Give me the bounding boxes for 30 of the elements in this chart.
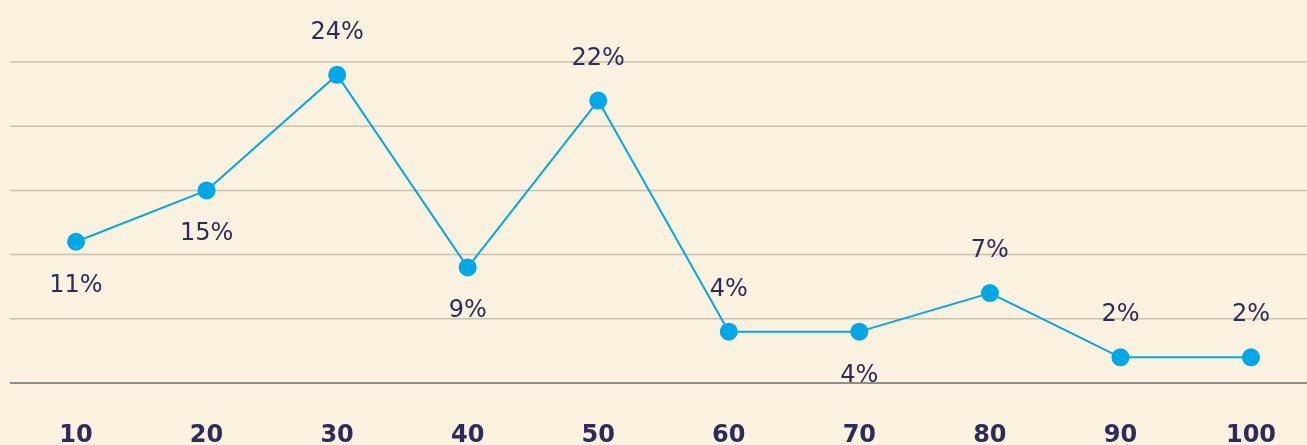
x-tick-label: 60 xyxy=(712,420,746,445)
data-label: 24% xyxy=(310,16,364,45)
data-label: 4% xyxy=(840,359,879,388)
x-tick-label: 20 xyxy=(189,420,224,445)
data-label: 4% xyxy=(709,273,748,302)
point xyxy=(850,322,869,341)
data-label: 2% xyxy=(1231,299,1271,328)
x-tick-label: 100 xyxy=(1225,420,1277,445)
point xyxy=(458,258,477,277)
point xyxy=(67,232,85,251)
x-tick-label: 40 xyxy=(450,420,485,445)
point xyxy=(197,181,216,200)
data-label: 2% xyxy=(1101,299,1140,328)
point xyxy=(1242,348,1260,367)
x-tick-label: 10 xyxy=(59,420,93,445)
point xyxy=(1111,348,1130,367)
x-tick-label: 50 xyxy=(581,420,615,445)
data-label: 7% xyxy=(970,235,1009,264)
point xyxy=(589,91,608,110)
x-tick-label: 80 xyxy=(973,420,1007,445)
data-label: 22% xyxy=(571,42,625,71)
x-tick-label: 70 xyxy=(842,420,877,445)
x-tick-label: 90 xyxy=(1103,420,1138,445)
data-label: 9% xyxy=(448,295,487,324)
data-label: 15% xyxy=(179,218,234,247)
point xyxy=(719,322,738,341)
point xyxy=(328,65,347,84)
data-label: 11% xyxy=(49,269,103,298)
x-tick-label: 30 xyxy=(320,420,354,445)
point xyxy=(980,284,999,303)
